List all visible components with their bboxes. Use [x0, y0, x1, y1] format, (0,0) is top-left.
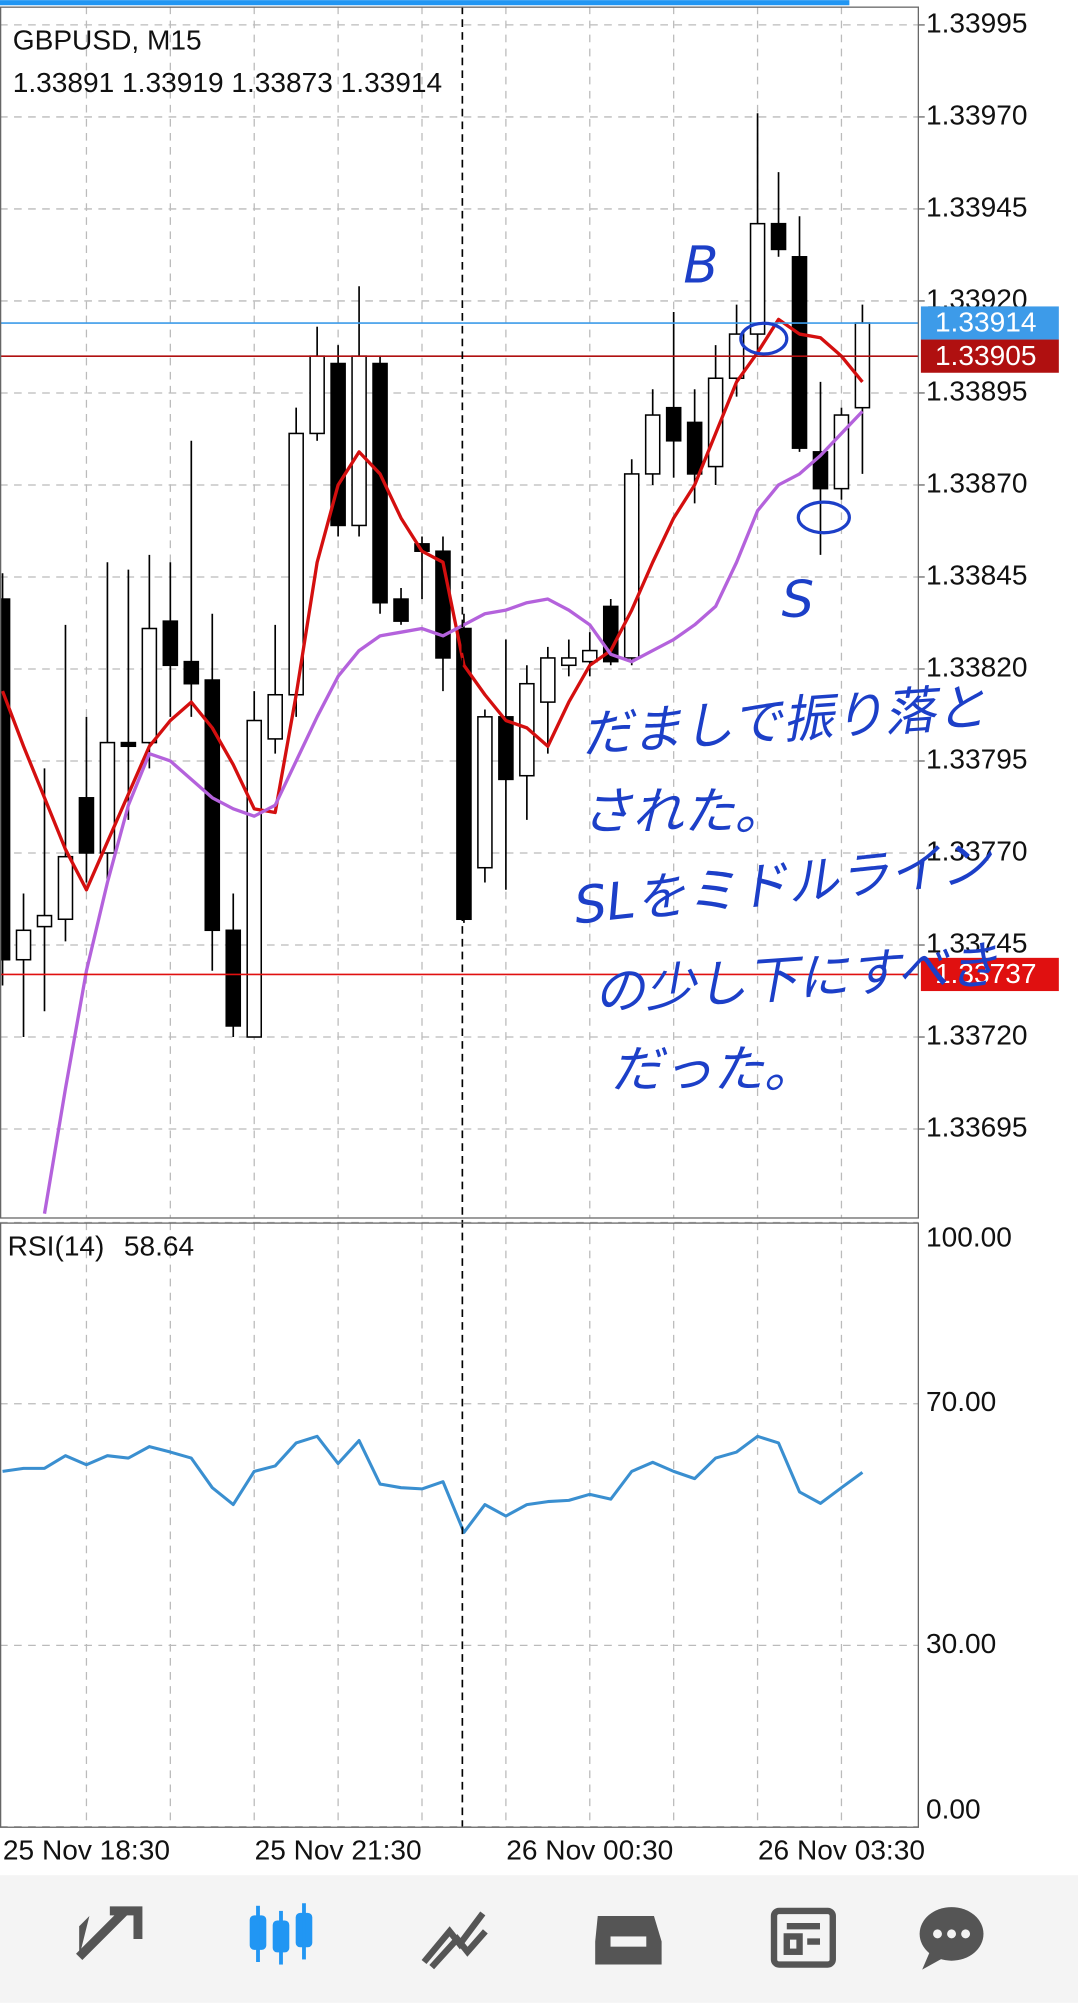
y-tick-label: 1.33970 — [926, 99, 1028, 130]
y-tick-label: 1.33745 — [926, 927, 1028, 958]
y-tick-label: 1.33995 — [926, 7, 1028, 38]
nav-background — [0, 1875, 1078, 2003]
candle-body — [854, 322, 871, 409]
candle-body — [686, 421, 703, 475]
price-tag — [920, 306, 1059, 340]
nav-history[interactable] — [595, 1916, 662, 1965]
indicator-line — [42, 410, 864, 1214]
candle-body — [393, 598, 409, 622]
indicator-line — [1, 317, 864, 892]
rsi-title: RSI(14) — [8, 1230, 105, 1261]
rsi-plot — [2, 1434, 864, 1534]
y-tick-label: 1.33895 — [926, 375, 1028, 406]
candle-body — [183, 660, 200, 685]
candle-body — [330, 362, 346, 527]
y-tick-label: 0.00 — [926, 1794, 981, 1825]
nav-chat[interactable] — [919, 1907, 984, 1970]
candle-body — [812, 451, 829, 490]
hand-circle — [796, 500, 851, 535]
x-tick-label: 25 Nov 18:30 — [3, 1835, 170, 1866]
price-tag-label: 1.33905 — [935, 340, 1037, 371]
candle-body — [623, 473, 640, 659]
ohlc-values: 1.33891 1.33919 1.33873 1.33914 — [13, 67, 442, 98]
candle-body — [15, 929, 32, 961]
candle-body — [581, 649, 598, 663]
label-layer: 1.339951.339701.339451.339201.338951.338… — [3, 7, 1059, 1866]
candle-body — [225, 929, 242, 1027]
y-tick-label: 70.00 — [926, 1386, 996, 1417]
hand-note: だった。 — [611, 1041, 815, 1100]
y-tick-label: 100.00 — [926, 1221, 1012, 1252]
candle-body — [791, 256, 808, 449]
nav-chart[interactable] — [249, 1903, 313, 1965]
candle-body — [665, 406, 682, 442]
candle-body — [309, 355, 325, 435]
y-tick-label: 1.33845 — [926, 559, 1028, 590]
x-tick-label: 26 Nov 03:30 — [758, 1835, 925, 1866]
price-tag-label: 1.33914 — [935, 307, 1037, 338]
y-tick-label: 1.33795 — [926, 743, 1028, 774]
y-tick-label: 30.00 — [926, 1628, 996, 1659]
price-tag-label: 1.33737 — [935, 958, 1037, 989]
y-tick-label: 1.33945 — [926, 191, 1028, 222]
y-tick-label: 1.33720 — [926, 1019, 1028, 1050]
candle-body — [372, 362, 388, 604]
symbol-title: GBPUSD, M15 — [13, 25, 202, 56]
candle-body — [498, 716, 514, 781]
candle-body — [456, 627, 472, 921]
candle-body — [246, 719, 263, 1038]
candle-body — [36, 914, 53, 928]
price-tag — [920, 957, 1059, 992]
candle-body — [561, 657, 577, 667]
hand-note: された。 — [581, 783, 785, 842]
x-tick-label: 26 Nov 00:30 — [506, 1835, 673, 1866]
candle-body — [477, 716, 493, 869]
candle-body — [833, 414, 850, 490]
rsi-line — [2, 1434, 864, 1534]
top-bar — [0, 0, 850, 6]
candle-body — [540, 657, 556, 703]
nav-news[interactable] — [770, 1907, 836, 1968]
price-tag — [920, 339, 1059, 373]
candle-body — [351, 355, 367, 527]
candle-body — [141, 627, 158, 744]
y-tick-label: 1.33820 — [926, 651, 1028, 682]
hand-circle — [739, 321, 789, 356]
candle-body — [0, 598, 11, 961]
hand-note: B — [683, 236, 718, 295]
candle-body — [120, 741, 137, 748]
candle-body — [644, 414, 661, 475]
candle-body — [204, 679, 221, 932]
rsi-current: 58.64 — [124, 1230, 194, 1261]
candle-body — [749, 222, 766, 335]
candle-body — [162, 620, 179, 667]
candle-body — [267, 693, 283, 740]
candle-body — [770, 222, 787, 251]
nav-trade[interactable] — [421, 1911, 488, 1970]
y-tick-label: 1.33695 — [926, 1111, 1028, 1142]
candle-body — [99, 741, 116, 854]
main-plot — [0, 113, 919, 1214]
main-panel-frame — [0, 6, 919, 1219]
candle-body — [57, 855, 74, 921]
bottom-nav — [0, 1875, 1078, 2003]
candle-body — [78, 797, 95, 854]
rsi-panel-frame — [0, 1222, 919, 1828]
y-tick-label: 1.33770 — [926, 835, 1028, 866]
x-tick-label: 25 Nov 21:30 — [255, 1835, 422, 1866]
hand-note: S — [782, 571, 814, 630]
y-tick-label: 1.33870 — [926, 467, 1028, 498]
